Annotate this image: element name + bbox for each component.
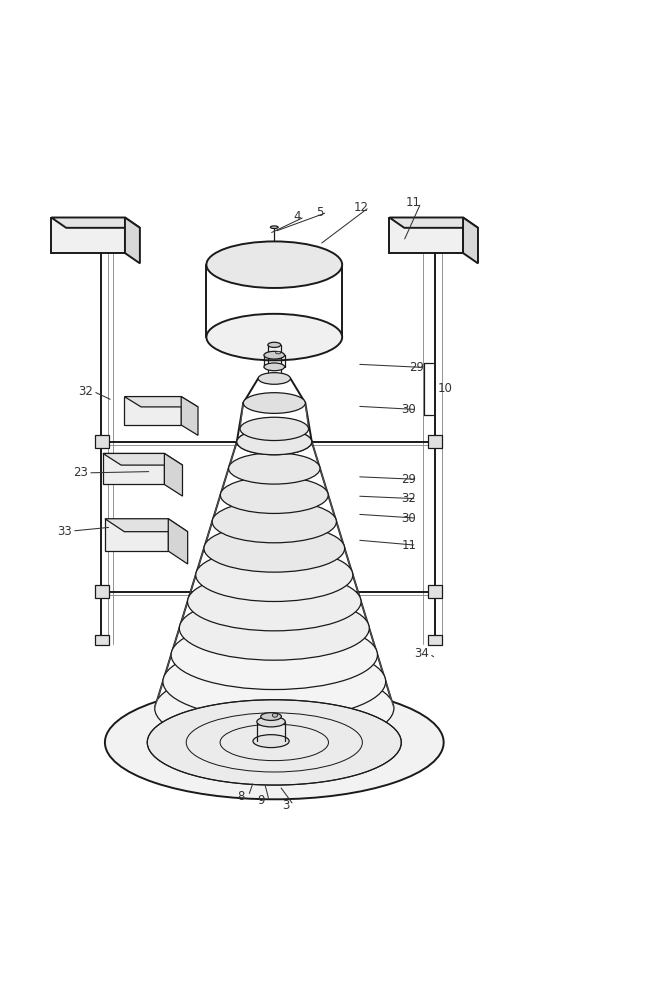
Ellipse shape: [264, 351, 285, 359]
Ellipse shape: [207, 314, 342, 360]
Text: 32: 32: [78, 385, 93, 398]
Ellipse shape: [204, 525, 345, 572]
Text: 30: 30: [402, 512, 416, 525]
Ellipse shape: [220, 477, 328, 513]
Text: 30: 30: [402, 403, 416, 416]
Text: 33: 33: [57, 525, 72, 538]
Polygon shape: [103, 453, 164, 484]
Ellipse shape: [229, 453, 320, 484]
Bar: [428, 435, 442, 448]
Text: 11: 11: [401, 539, 416, 552]
Polygon shape: [52, 218, 140, 228]
Ellipse shape: [240, 417, 308, 441]
Text: 10: 10: [437, 382, 452, 395]
Ellipse shape: [212, 501, 336, 543]
Polygon shape: [103, 453, 183, 465]
Polygon shape: [168, 519, 188, 564]
Ellipse shape: [261, 713, 282, 720]
Text: 11: 11: [406, 196, 421, 209]
Bar: [95, 635, 109, 645]
Ellipse shape: [237, 429, 312, 455]
Ellipse shape: [276, 351, 281, 354]
Polygon shape: [105, 519, 188, 532]
Bar: [428, 585, 442, 598]
Polygon shape: [389, 218, 463, 253]
Polygon shape: [164, 453, 183, 496]
Ellipse shape: [196, 548, 353, 601]
Ellipse shape: [257, 717, 286, 727]
Text: 5: 5: [316, 206, 323, 219]
Ellipse shape: [105, 686, 443, 799]
Ellipse shape: [253, 735, 289, 748]
Polygon shape: [125, 397, 198, 407]
Ellipse shape: [243, 393, 305, 413]
Ellipse shape: [207, 241, 342, 288]
Bar: [95, 435, 109, 448]
Ellipse shape: [264, 363, 285, 371]
Text: 4: 4: [293, 210, 301, 223]
Text: 34: 34: [414, 647, 429, 660]
Text: 3: 3: [282, 799, 289, 812]
Bar: [428, 635, 442, 645]
Polygon shape: [463, 218, 478, 263]
Text: 12: 12: [354, 201, 369, 214]
Text: 8: 8: [237, 790, 244, 803]
Ellipse shape: [188, 572, 361, 631]
Polygon shape: [125, 397, 181, 425]
Text: 29: 29: [409, 361, 424, 374]
Polygon shape: [181, 397, 198, 435]
Ellipse shape: [147, 700, 402, 785]
Ellipse shape: [268, 342, 281, 347]
Text: 23: 23: [73, 466, 88, 479]
Ellipse shape: [155, 668, 394, 748]
Bar: [95, 585, 109, 598]
Text: 9: 9: [258, 794, 265, 807]
Ellipse shape: [171, 620, 378, 690]
Ellipse shape: [271, 226, 278, 228]
Polygon shape: [105, 519, 168, 551]
Ellipse shape: [273, 713, 278, 717]
Text: 29: 29: [401, 473, 416, 486]
Ellipse shape: [163, 644, 386, 719]
Polygon shape: [52, 218, 125, 253]
Ellipse shape: [258, 373, 290, 384]
Ellipse shape: [179, 596, 369, 660]
Text: 32: 32: [402, 492, 416, 505]
Ellipse shape: [237, 429, 312, 455]
Polygon shape: [125, 218, 140, 263]
Polygon shape: [389, 218, 478, 228]
